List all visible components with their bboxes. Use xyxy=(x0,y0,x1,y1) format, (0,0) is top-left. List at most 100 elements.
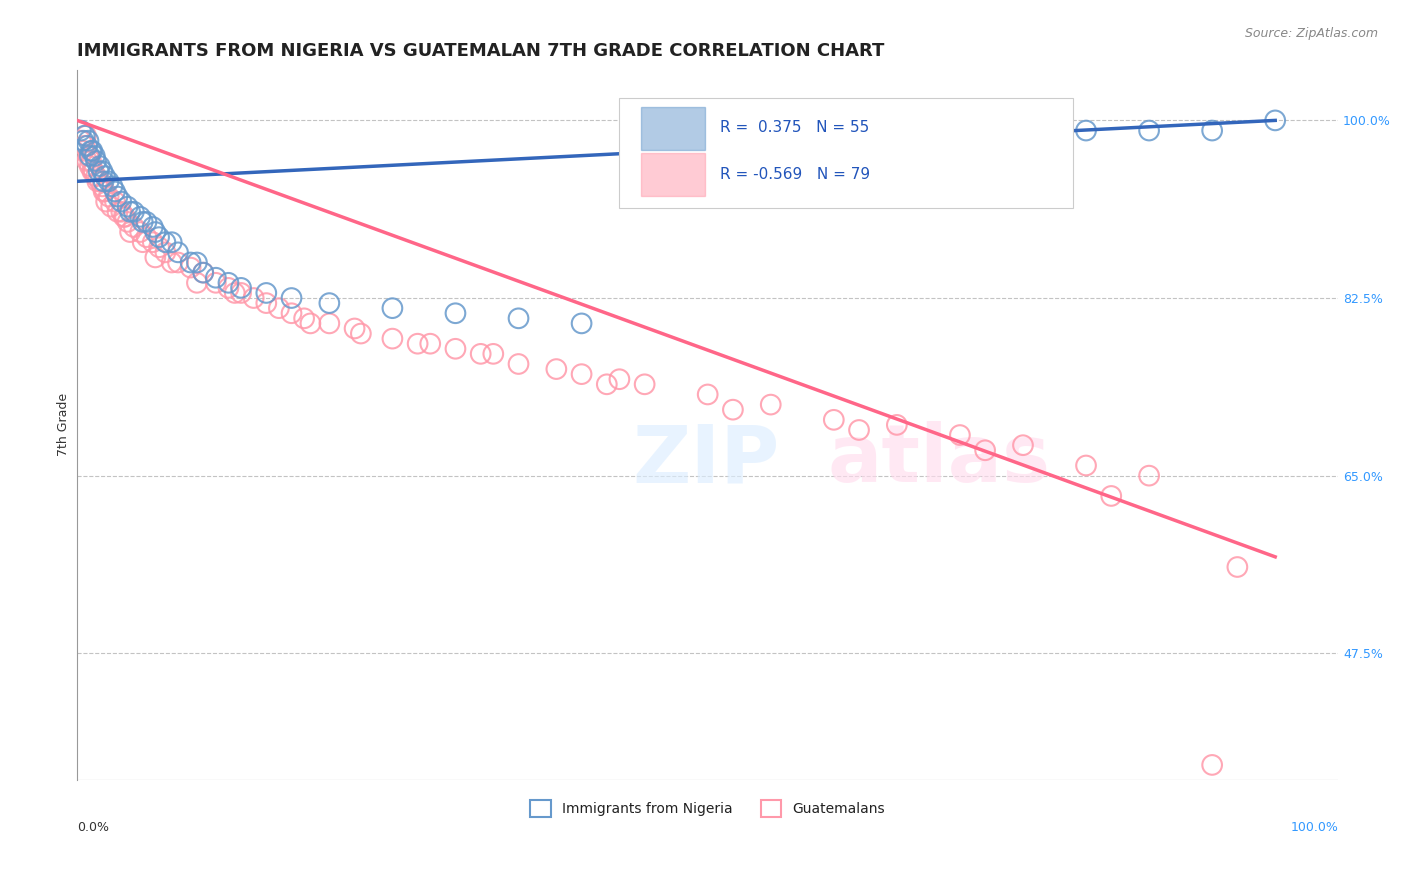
Point xyxy=(318,296,340,310)
Point xyxy=(82,144,104,158)
Point xyxy=(142,235,165,250)
Point xyxy=(205,276,228,290)
Point xyxy=(217,276,239,290)
FancyBboxPatch shape xyxy=(641,153,706,196)
Point xyxy=(609,372,631,386)
Point xyxy=(129,225,152,239)
Point xyxy=(1137,468,1160,483)
Text: 100.0%: 100.0% xyxy=(1291,821,1339,834)
Point xyxy=(93,174,115,188)
Point xyxy=(87,164,110,178)
Point xyxy=(104,185,127,199)
Point xyxy=(112,210,135,224)
Point xyxy=(546,362,568,376)
Point xyxy=(419,336,441,351)
Point xyxy=(120,225,142,239)
FancyBboxPatch shape xyxy=(641,107,706,150)
Point xyxy=(80,144,103,158)
Point xyxy=(886,113,908,128)
Point xyxy=(89,159,111,173)
Point xyxy=(148,230,170,244)
Point xyxy=(350,326,373,341)
Point xyxy=(143,251,166,265)
Text: ZIP: ZIP xyxy=(633,421,779,500)
Point xyxy=(823,413,845,427)
Point xyxy=(1264,113,1286,128)
Point xyxy=(114,210,136,224)
Point xyxy=(75,128,97,143)
Text: Source: ZipAtlas.com: Source: ZipAtlas.com xyxy=(1244,27,1378,40)
Point xyxy=(70,134,93,148)
Point xyxy=(76,138,98,153)
Point xyxy=(129,210,152,224)
Point xyxy=(160,235,183,250)
Point xyxy=(193,266,215,280)
Point xyxy=(848,423,870,437)
Point xyxy=(122,204,145,219)
Point xyxy=(83,149,105,163)
Point xyxy=(217,281,239,295)
Point xyxy=(77,134,100,148)
Text: R =  0.375   N = 55: R = 0.375 N = 55 xyxy=(720,120,869,136)
Point xyxy=(148,240,170,254)
Point xyxy=(229,281,252,295)
Point xyxy=(254,285,277,300)
Point xyxy=(76,153,98,168)
Point xyxy=(1012,119,1035,133)
Point xyxy=(155,245,177,260)
Point xyxy=(86,174,108,188)
Point xyxy=(77,149,100,163)
Point xyxy=(1201,123,1223,137)
Point xyxy=(886,417,908,432)
Point xyxy=(80,153,103,168)
Point xyxy=(1074,458,1097,473)
Point xyxy=(93,185,115,199)
Point xyxy=(949,113,972,128)
Point xyxy=(94,185,117,199)
Point xyxy=(508,357,530,371)
Point xyxy=(180,260,202,275)
Point xyxy=(381,301,404,315)
Point xyxy=(205,270,228,285)
Text: atlas: atlas xyxy=(828,421,1050,500)
Point xyxy=(82,164,104,178)
Point xyxy=(633,377,655,392)
Point xyxy=(160,255,183,269)
Point xyxy=(84,153,107,168)
Point xyxy=(193,266,215,280)
Point xyxy=(180,255,202,269)
Point xyxy=(696,113,718,128)
Text: R = -0.569   N = 79: R = -0.569 N = 79 xyxy=(720,168,870,182)
Point xyxy=(1137,123,1160,137)
Point xyxy=(83,164,105,178)
Point xyxy=(596,377,619,392)
Point xyxy=(94,169,117,184)
Point xyxy=(72,134,94,148)
Point xyxy=(91,164,114,178)
Point xyxy=(280,306,302,320)
Point xyxy=(299,317,322,331)
Point xyxy=(974,443,997,458)
Point xyxy=(135,215,157,229)
Point xyxy=(122,219,145,234)
Point xyxy=(242,291,264,305)
Point xyxy=(280,291,302,305)
Point xyxy=(97,189,120,203)
Point xyxy=(1099,489,1122,503)
Text: IMMIGRANTS FROM NIGERIA VS GUATEMALAN 7TH GRADE CORRELATION CHART: IMMIGRANTS FROM NIGERIA VS GUATEMALAN 7T… xyxy=(77,42,884,60)
Point xyxy=(381,332,404,346)
Point xyxy=(1012,438,1035,452)
Point xyxy=(267,301,290,315)
Point xyxy=(110,194,132,209)
Point xyxy=(120,204,142,219)
Point xyxy=(229,285,252,300)
Point xyxy=(759,113,782,128)
Point xyxy=(224,285,246,300)
Point xyxy=(444,342,467,356)
Point xyxy=(1226,560,1249,574)
Point xyxy=(79,159,101,173)
Point xyxy=(117,200,139,214)
Point xyxy=(131,215,153,229)
Point xyxy=(107,189,129,203)
Point xyxy=(135,230,157,244)
